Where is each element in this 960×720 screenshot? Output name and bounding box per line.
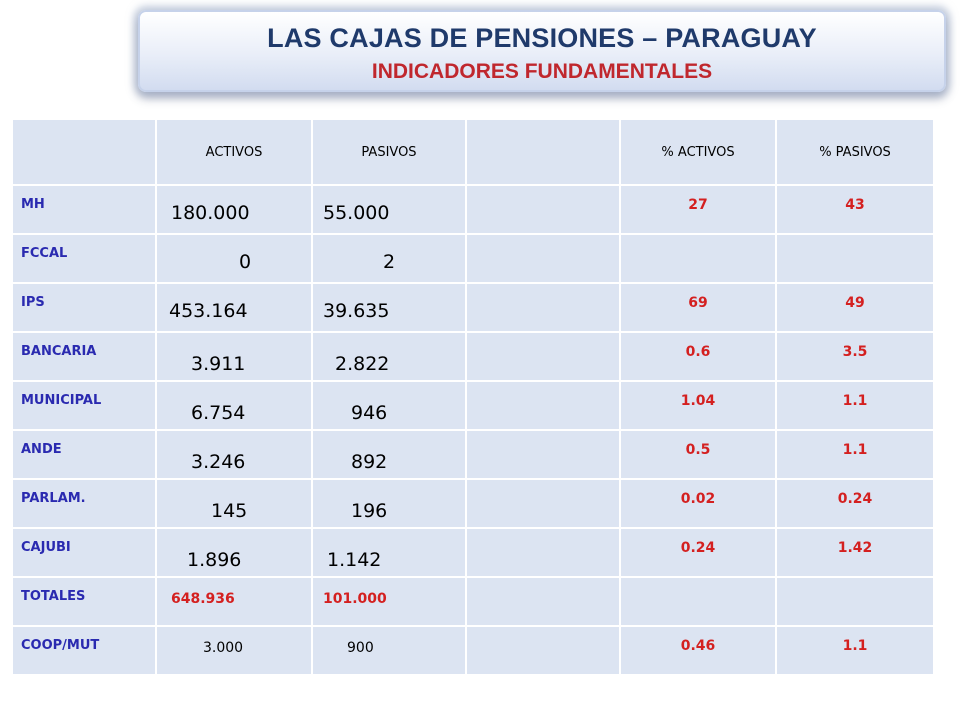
page-title: LAS CAJAS DE PENSIONES – PARAGUAY <box>267 23 817 53</box>
pasivos-total-cell: 101.000 <box>311 576 467 627</box>
table-row: CAJUBI 1.896 1.142 0.24 1.42 <box>11 527 935 578</box>
table-row: ANDE 3.246 892 0.5 1.1 <box>11 429 935 480</box>
row-label: ANDE <box>11 429 157 480</box>
pct-activos-cell: 27 <box>619 184 777 235</box>
row-label: TOTALES <box>11 576 157 627</box>
pasivos-cell: 946 <box>311 380 467 431</box>
pasivos-cell: 2.822 <box>311 331 467 382</box>
activos-cell: 0 <box>155 233 313 284</box>
blank-cell <box>465 625 621 676</box>
activos-cell: 3.246 <box>155 429 313 480</box>
pct-activos-cell <box>619 576 777 627</box>
blank-cell <box>465 478 621 529</box>
table-row: MUNICIPAL 6.754 946 1.04 1.1 <box>11 380 935 431</box>
indicators-table-container: ACTIVOS PASIVOS % ACTIVOS % PASIVOS MH 1… <box>11 118 935 677</box>
row-label: CAJUBI <box>11 527 157 578</box>
activos-cell: 180.000 <box>155 184 313 235</box>
blank-cell <box>465 282 621 333</box>
header-activos: ACTIVOS <box>155 118 313 186</box>
pct-activos-cell: 0.46 <box>619 625 777 676</box>
row-label: IPS <box>11 282 157 333</box>
header-blank <box>465 118 621 186</box>
pasivos-cell: 55.000 <box>311 184 467 235</box>
pct-activos-cell: 69 <box>619 282 777 333</box>
pasivos-cell: 892 <box>311 429 467 480</box>
row-label: MUNICIPAL <box>11 380 157 431</box>
header-pasivos: PASIVOS <box>311 118 467 186</box>
pct-pasivos-cell: 3.5 <box>775 331 935 382</box>
blank-cell <box>465 576 621 627</box>
table-row: TOTALES 648.936 101.000 <box>11 576 935 627</box>
pct-pasivos-cell: 43 <box>775 184 935 235</box>
pct-pasivos-cell: 1.42 <box>775 527 935 578</box>
activos-cell: 3.000 <box>155 625 313 676</box>
pasivos-cell: 1.142 <box>311 527 467 578</box>
pasivos-cell: 39.635 <box>311 282 467 333</box>
header-empty <box>11 118 157 186</box>
header-row: ACTIVOS PASIVOS % ACTIVOS % PASIVOS <box>11 118 935 186</box>
indicators-table: ACTIVOS PASIVOS % ACTIVOS % PASIVOS MH 1… <box>11 118 935 676</box>
blank-cell <box>465 380 621 431</box>
table-row: FCCAL 0 2 <box>11 233 935 284</box>
title-box: LAS CAJAS DE PENSIONES – PARAGUAY INDICA… <box>138 10 946 92</box>
row-label: PARLAM. <box>11 478 157 529</box>
pct-pasivos-cell: 1.1 <box>775 429 935 480</box>
row-label: BANCARIA <box>11 331 157 382</box>
activos-cell: 6.754 <box>155 380 313 431</box>
row-label: FCCAL <box>11 233 157 284</box>
pct-pasivos-cell <box>775 233 935 284</box>
activos-total-cell: 648.936 <box>155 576 313 627</box>
pct-pasivos-cell: 1.1 <box>775 625 935 676</box>
pct-activos-cell: 0.5 <box>619 429 777 480</box>
pct-activos-cell: 0.02 <box>619 478 777 529</box>
pct-pasivos-cell <box>775 576 935 627</box>
activos-cell: 1.896 <box>155 527 313 578</box>
header-pct-pasivos: % PASIVOS <box>775 118 935 186</box>
pasivos-cell: 196 <box>311 478 467 529</box>
activos-cell: 3.911 <box>155 331 313 382</box>
table-row: COOP/MUT 3.000 900 0.46 1.1 <box>11 625 935 676</box>
pct-activos-cell: 1.04 <box>619 380 777 431</box>
blank-cell <box>465 527 621 578</box>
blank-cell <box>465 331 621 382</box>
table-row: MH 180.000 55.000 27 43 <box>11 184 935 235</box>
table-row: BANCARIA 3.911 2.822 0.6 3.5 <box>11 331 935 382</box>
pct-activos-cell: 0.6 <box>619 331 777 382</box>
page-subtitle: INDICADORES FUNDAMENTALES <box>371 60 713 83</box>
header-pct-activos: % ACTIVOS <box>619 118 777 186</box>
pasivos-cell: 2 <box>311 233 467 284</box>
table-row: PARLAM. 145 196 0.02 0.24 <box>11 478 935 529</box>
pct-pasivos-cell: 1.1 <box>775 380 935 431</box>
pct-activos-cell: 0.24 <box>619 527 777 578</box>
row-label: MH <box>11 184 157 235</box>
blank-cell <box>465 184 621 235</box>
pct-activos-cell <box>619 233 777 284</box>
activos-cell: 453.164 <box>155 282 313 333</box>
pasivos-cell: 900 <box>311 625 467 676</box>
blank-cell <box>465 429 621 480</box>
row-label: COOP/MUT <box>11 625 157 676</box>
pct-pasivos-cell: 49 <box>775 282 935 333</box>
blank-cell <box>465 233 621 284</box>
pct-pasivos-cell: 0.24 <box>775 478 935 529</box>
table-row: IPS 453.164 39.635 69 49 <box>11 282 935 333</box>
activos-cell: 145 <box>155 478 313 529</box>
